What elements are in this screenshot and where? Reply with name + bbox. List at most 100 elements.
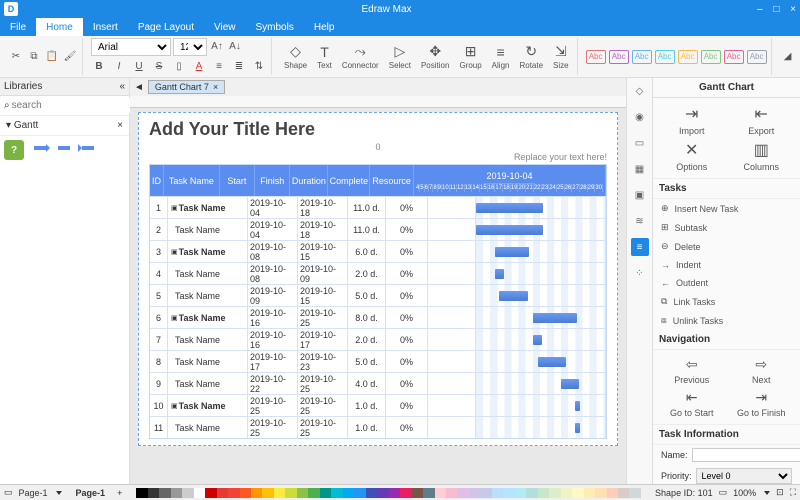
col-duration[interactable]: Duration [290, 165, 328, 196]
cut-icon[interactable]: ✂ [8, 49, 24, 65]
close-button[interactable]: × [790, 4, 796, 15]
search-input[interactable] [10, 98, 146, 113]
menu-home[interactable]: Home [36, 18, 83, 36]
priority-select[interactable]: Level 0 [696, 468, 792, 484]
gantt-row[interactable]: 9 Task Name2019-10-222019-10-254.0 d.0% [150, 372, 606, 394]
palette-color-37[interactable] [561, 488, 572, 498]
palette-color-14[interactable] [297, 488, 308, 498]
nav-next-button[interactable]: ⇨Next [729, 356, 795, 385]
palette-color-7[interactable] [217, 488, 228, 498]
palette-color-35[interactable] [538, 488, 549, 498]
task-subtask-button[interactable]: ⊞Subtask [653, 218, 800, 237]
style-swatch-3[interactable]: Abc [655, 50, 675, 64]
palette-color-1[interactable] [148, 488, 159, 498]
palette-color-10[interactable] [251, 488, 262, 498]
style-icon[interactable]: ◉ [631, 108, 649, 126]
style-swatch-1[interactable]: Abc [609, 50, 629, 64]
nav-prev-button[interactable]: ⇦Previous [659, 356, 725, 385]
gantt-row[interactable]: 11 Task Name2019-10-252019-10-251.0 d.0% [150, 416, 606, 438]
gantt-shape-3[interactable] [78, 142, 94, 154]
palette-color-39[interactable] [584, 488, 595, 498]
gantt-bar[interactable] [495, 269, 504, 279]
palette-color-8[interactable] [228, 488, 239, 498]
fill-icon[interactable]: ◢ [780, 49, 796, 65]
nav-gostart-button[interactable]: ⇤Go to Start [659, 389, 725, 418]
palette-color-0[interactable] [136, 488, 147, 498]
position-tool[interactable]: ✥Position [417, 43, 453, 70]
palette-color-9[interactable] [240, 488, 251, 498]
underline-icon[interactable]: U [131, 58, 147, 74]
palette-color-2[interactable] [159, 488, 170, 498]
more-icon[interactable]: ⁘ [631, 264, 649, 282]
palette-color-28[interactable] [457, 488, 468, 498]
image-icon[interactable]: ▣ [631, 186, 649, 204]
menu-insert[interactable]: Insert [83, 18, 128, 36]
col-resource[interactable]: Resource [370, 165, 414, 196]
style-swatch-6[interactable]: Abc [724, 50, 744, 64]
gantt-row[interactable]: 3▣ Task Name2019-10-082019-10-156.0 d.0% [150, 240, 606, 262]
group-tool[interactable]: ⊞Group [455, 43, 485, 70]
menu-symbols[interactable]: Symbols [246, 18, 304, 36]
copy-icon[interactable]: ⧉ [26, 49, 42, 65]
palette-color-26[interactable] [435, 488, 446, 498]
palette-color-21[interactable] [377, 488, 388, 498]
italic-icon[interactable]: I [111, 58, 127, 74]
gantt-bar[interactable] [533, 313, 577, 323]
style-swatch-4[interactable]: Abc [678, 50, 698, 64]
options-button[interactable]: ✕Options [659, 140, 725, 172]
size-tool[interactable]: ⇲Size [549, 43, 573, 70]
gantt-row[interactable]: 4 Task Name2019-10-082019-10-092.0 d.0% [150, 262, 606, 284]
page-icon[interactable]: ▭ [631, 134, 649, 152]
page-subtitle[interactable]: Replace your text here! [149, 152, 607, 162]
palette-color-18[interactable] [343, 488, 354, 498]
task-indent-button[interactable]: →Indent [653, 256, 800, 274]
palette-color-42[interactable] [618, 488, 629, 498]
table-icon[interactable]: ▦ [631, 160, 649, 178]
category-gantt[interactable]: ▾ Gantt× [0, 116, 129, 136]
gantt-row[interactable]: 7 Task Name2019-10-162019-10-172.0 d.0% [150, 328, 606, 350]
col-start[interactable]: Start [220, 165, 255, 196]
text-tool[interactable]: TText [313, 44, 336, 70]
palette-color-29[interactable] [469, 488, 480, 498]
palette-color-30[interactable] [480, 488, 491, 498]
style-swatch-0[interactable]: Abc [586, 50, 606, 64]
task-outdent-button[interactable]: ←Outdent [653, 274, 800, 292]
palette-color-43[interactable] [629, 488, 640, 498]
collapse-icon[interactable]: « [119, 81, 125, 92]
menu-page-layout[interactable]: Page Layout [128, 18, 204, 36]
layer-icon[interactable]: ≋ [631, 212, 649, 230]
align-tool[interactable]: ≡Align [488, 44, 514, 70]
gantt-shape-1[interactable] [34, 142, 50, 154]
gantt-row[interactable]: 8 Task Name2019-10-172019-10-235.0 d.0% [150, 350, 606, 372]
gantt-row[interactable]: 10▣ Task Name2019-10-252019-10-251.0 d.0… [150, 394, 606, 416]
col-id[interactable]: ID [150, 165, 164, 196]
task-unlink-button[interactable]: ⧈Unlink Tasks [653, 311, 800, 330]
select-tool[interactable]: ▷Select [385, 43, 415, 70]
gantt-shape-2[interactable] [56, 142, 72, 154]
task-link-button[interactable]: ⧉Link Tasks [653, 292, 800, 311]
palette-color-4[interactable] [182, 488, 193, 498]
palette-color-19[interactable] [354, 488, 365, 498]
palette-color-17[interactable] [331, 488, 342, 498]
palette-color-36[interactable] [549, 488, 560, 498]
page-indicator-icon[interactable]: ▭ [4, 487, 13, 498]
align-icon[interactable]: ≣ [231, 58, 247, 74]
gantt-row[interactable]: 5 Task Name2019-10-092019-10-155.0 d.0% [150, 284, 606, 306]
zoom-value[interactable]: 100% [733, 488, 756, 498]
task-name-input[interactable] [692, 448, 800, 462]
export-button[interactable]: ⇤Export [729, 104, 795, 136]
palette-color-38[interactable] [572, 488, 583, 498]
max-button[interactable]: □ [773, 4, 779, 15]
font-select[interactable]: Arial [91, 38, 171, 56]
grow-font-icon[interactable]: A↑ [209, 38, 225, 54]
page-title[interactable]: Add Your Title Here [149, 119, 607, 140]
min-button[interactable]: – [757, 4, 763, 15]
gantt-panel-icon[interactable]: ≡ [631, 238, 649, 256]
gantt-chart[interactable]: IDTask NameStartFinishDurationCompleteRe… [149, 164, 607, 439]
help-button[interactable]: ? [4, 140, 24, 160]
palette-color-16[interactable] [320, 488, 331, 498]
gantt-bar[interactable] [533, 335, 542, 345]
palette-color-31[interactable] [492, 488, 503, 498]
gantt-row[interactable]: 1▣ Task Name2019-10-042019-10-1811.0 d.0… [150, 196, 606, 218]
rotate-tool[interactable]: ↻Rotate [515, 43, 547, 70]
